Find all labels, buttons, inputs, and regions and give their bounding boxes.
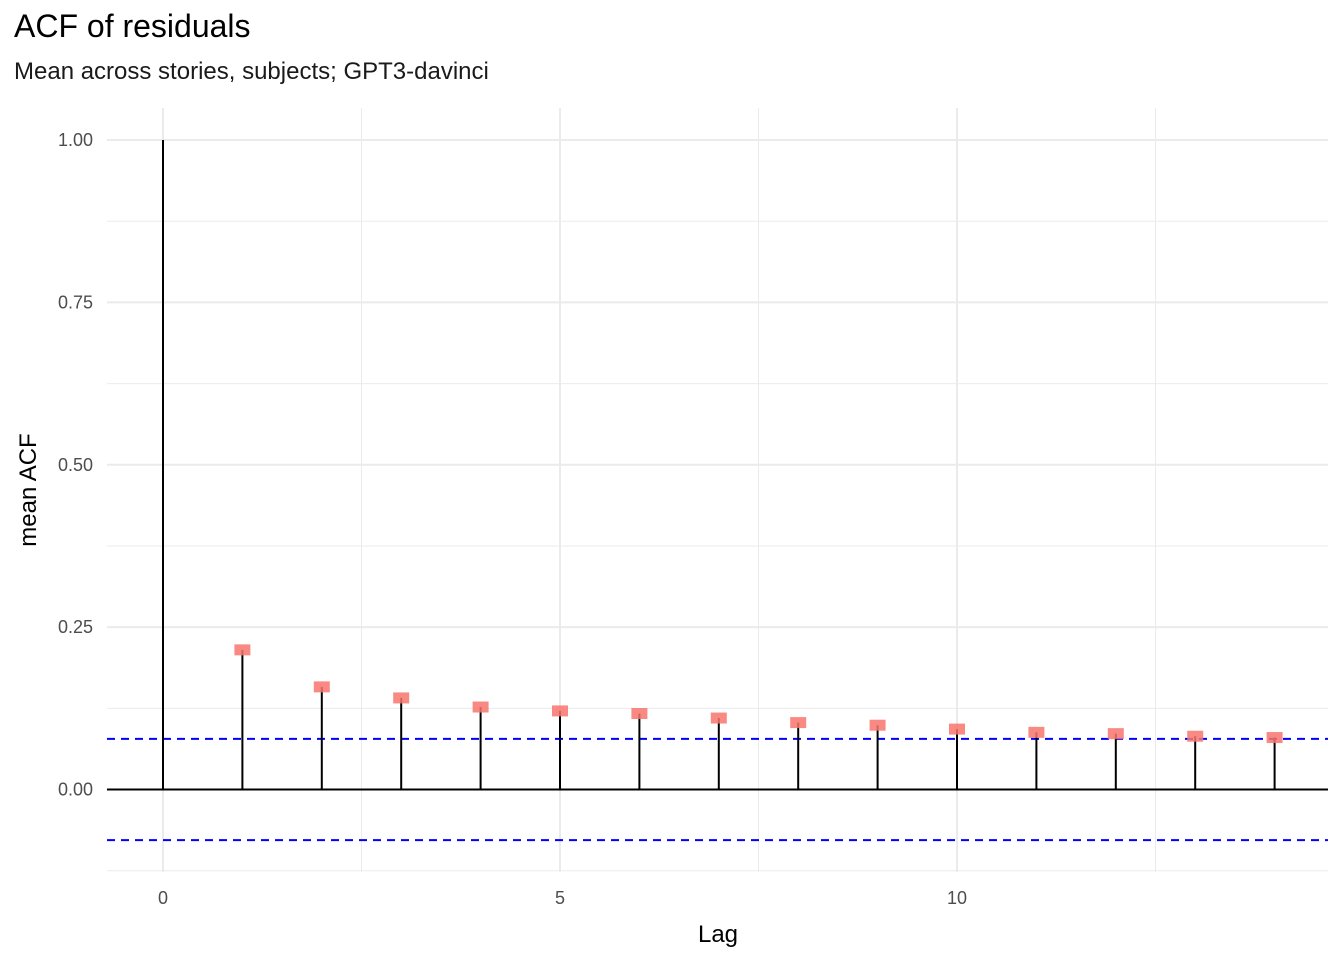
x-tick-label: 10 [947,888,967,908]
acf-marker [552,705,568,717]
x-tick-label: 0 [158,888,168,908]
x-tick-label: 5 [555,888,565,908]
y-tick-label: 0.75 [58,292,93,312]
acf-marker [1107,728,1124,740]
y-tick-label: 1.00 [58,130,93,150]
confidence-bounds [107,737,1328,842]
stems [107,140,1328,791]
acf-marker [472,701,489,713]
acf-marker [949,723,965,735]
acf-marker [1266,732,1283,744]
acf-marker [393,692,410,704]
acf-marker [313,681,330,693]
acf-marker [1028,726,1045,738]
y-axis-title: mean ACF [15,433,42,546]
markers [234,644,1283,744]
chart-subtitle: Mean across stories, subjects; GPT3-davi… [14,58,489,85]
acf-marker [790,717,807,729]
x-axis-title: Lag [698,921,738,948]
tick-labels: 0.00 0.25 0.50 0.75 1.00 0 5 10 [58,130,967,908]
chart-title: ACF of residuals [14,8,251,44]
acf-marker [1187,730,1204,742]
acf-marker [631,708,648,720]
grid [107,108,1328,872]
y-tick-label: 0.00 [58,780,93,800]
acf-marker [869,719,886,731]
y-tick-label: 0.25 [58,617,93,637]
y-tick-label: 0.50 [58,455,93,475]
acf-marker [710,712,727,724]
acf-marker [234,644,251,656]
